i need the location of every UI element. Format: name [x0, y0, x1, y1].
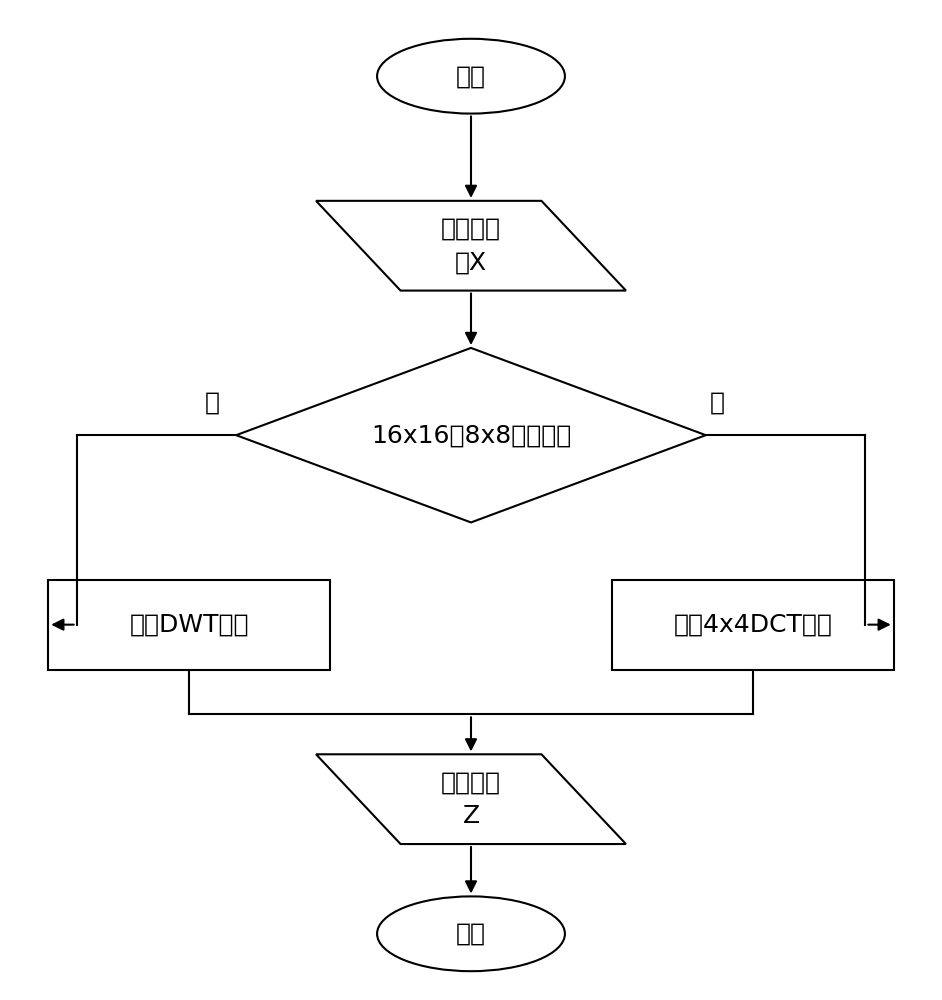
FancyBboxPatch shape: [612, 580, 894, 670]
Text: 进行DWT变换: 进行DWT变换: [129, 613, 249, 637]
Text: 编码输出
Z: 编码输出 Z: [441, 770, 501, 828]
Polygon shape: [236, 348, 706, 522]
Text: 16x16或8x8亮度块？: 16x16或8x8亮度块？: [371, 423, 571, 447]
Text: 否: 否: [709, 390, 724, 414]
Text: 结束: 结束: [456, 922, 486, 946]
Text: 开始: 开始: [456, 64, 486, 88]
Ellipse shape: [377, 39, 565, 114]
Text: 进行4x4DCT变换: 进行4x4DCT变换: [674, 613, 832, 637]
Polygon shape: [316, 201, 626, 291]
Polygon shape: [316, 754, 626, 844]
Text: 输入图像
块X: 输入图像 块X: [441, 217, 501, 274]
Text: 是: 是: [205, 390, 220, 414]
FancyBboxPatch shape: [48, 580, 330, 670]
Ellipse shape: [377, 896, 565, 971]
